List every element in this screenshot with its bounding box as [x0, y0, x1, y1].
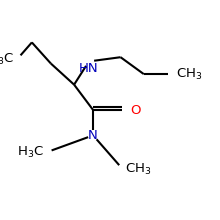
Text: N: N	[88, 129, 98, 142]
Text: CH$_3$: CH$_3$	[125, 161, 152, 177]
Text: HN: HN	[79, 62, 99, 75]
Text: H$_3$C: H$_3$C	[0, 52, 14, 67]
Text: H$_3$C: H$_3$C	[17, 145, 44, 160]
Text: CH$_3$: CH$_3$	[176, 66, 203, 82]
Text: O: O	[130, 103, 141, 117]
